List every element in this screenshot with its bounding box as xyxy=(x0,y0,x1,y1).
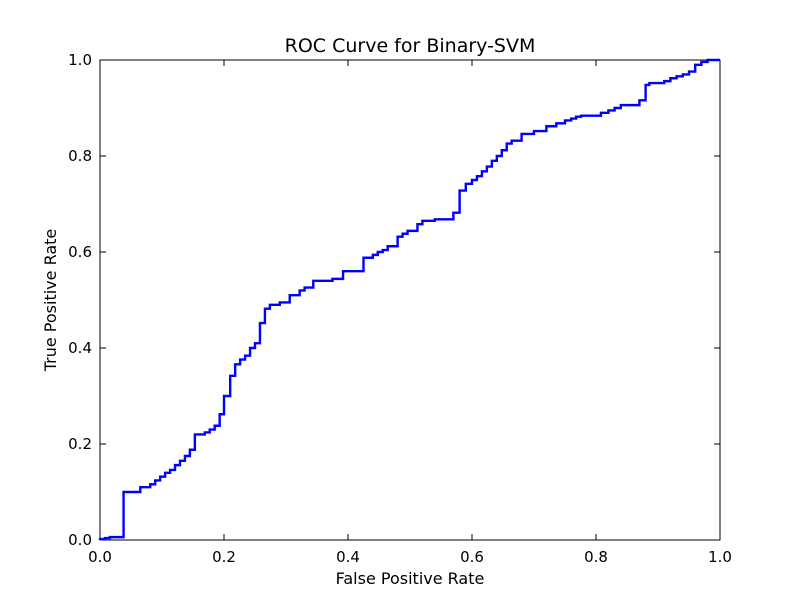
x-tick-label: 1.0 xyxy=(708,548,732,566)
x-axis-ticks: 0.0 0.2 0.4 0.6 0.8 1.0 xyxy=(88,60,732,566)
y-tick-label: 0.6 xyxy=(68,243,92,261)
x-tick-label: 0.6 xyxy=(460,548,484,566)
x-tick-label: 0.4 xyxy=(336,548,360,566)
x-tick-label: 0.8 xyxy=(584,548,608,566)
x-tick-label: 0.2 xyxy=(212,548,236,566)
roc-curve-line xyxy=(98,58,720,541)
x-axis-label: False Positive Rate xyxy=(336,569,485,588)
y-axis-label: True Positive Rate xyxy=(41,229,60,373)
y-tick-label: 0.2 xyxy=(68,435,92,453)
roc-series-layer xyxy=(98,58,720,541)
y-tick-label: 0.0 xyxy=(68,531,92,549)
plot-frame xyxy=(99,59,721,541)
x-tick-label: 0.0 xyxy=(88,548,112,566)
chart-title: ROC Curve for Binary-SVM xyxy=(285,35,536,57)
y-tick-label: 0.4 xyxy=(68,339,92,357)
y-tick-label: 0.8 xyxy=(68,147,92,165)
y-tick-label: 1.0 xyxy=(68,51,92,69)
